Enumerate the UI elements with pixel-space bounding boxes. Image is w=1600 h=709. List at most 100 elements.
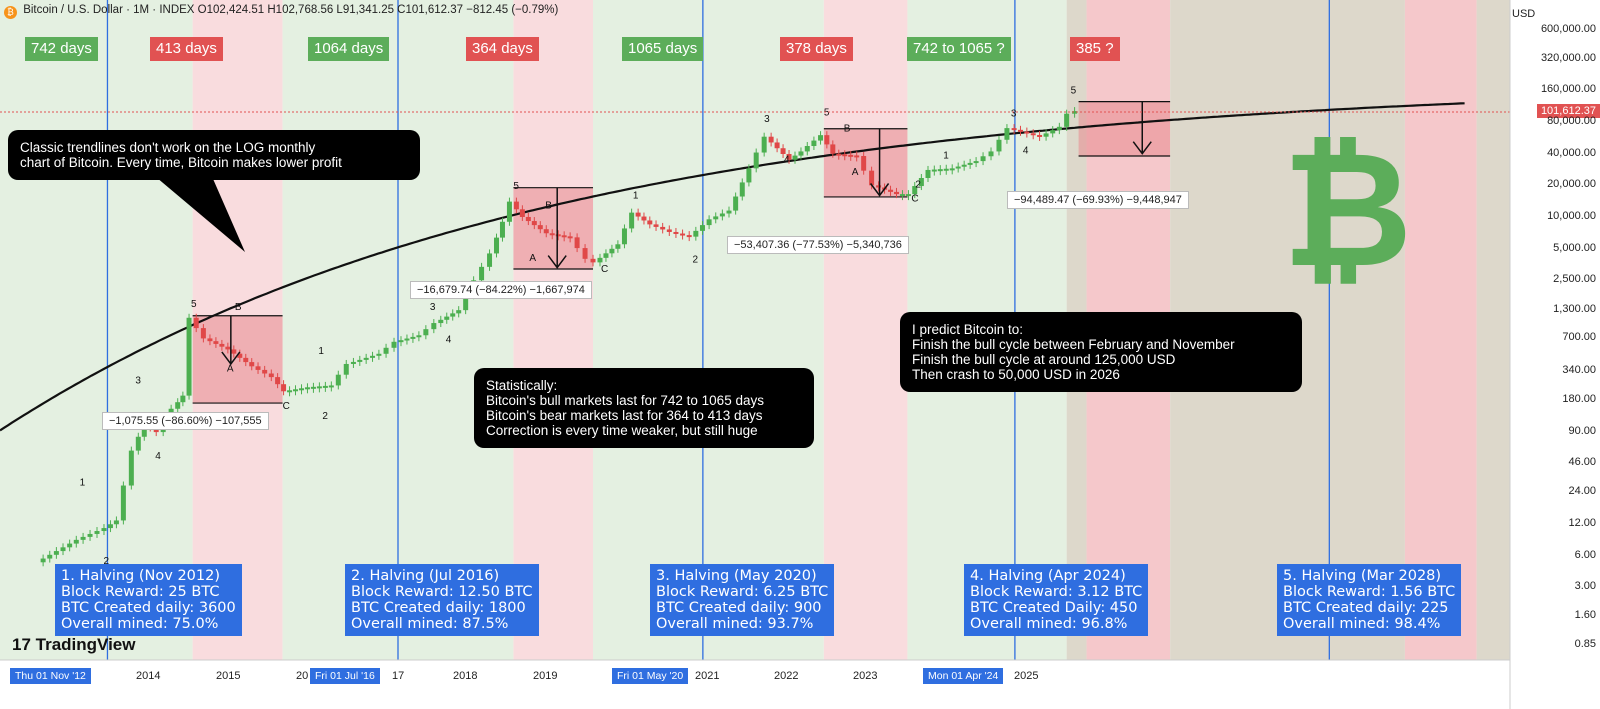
candle-body <box>713 216 719 220</box>
y-axis-background <box>1510 0 1600 709</box>
candle-body <box>410 336 416 339</box>
x-highlight-label: Thu 01 Nov '12 <box>10 668 91 684</box>
candle-body <box>444 316 450 320</box>
wave-label: B <box>235 302 242 313</box>
symbol-text[interactable]: Bitcoin / U.S. Dollar · 1M · INDEX <box>23 4 195 16</box>
candle-body <box>107 524 113 529</box>
candle-body <box>753 152 759 169</box>
y-tick-label: 24.00 <box>1568 485 1596 498</box>
candle-body <box>101 528 107 532</box>
cycle-duration-label: 742 to 1065 ? <box>907 37 1011 61</box>
y-tick-label: 700.00 <box>1562 331 1596 344</box>
x-tick-label: 17 <box>392 670 405 682</box>
candle-body <box>310 386 316 389</box>
candle-body <box>113 520 119 525</box>
y-tick-label: 40,000.00 <box>1547 146 1596 159</box>
halving-title: 3. Halving (May 2020) <box>656 568 817 584</box>
halving-mined: Overall mined: 96.8% <box>970 616 1128 632</box>
wave-label: C <box>283 401 290 412</box>
symbol-header: ₿ Bitcoin / U.S. Dollar · 1M · INDEX O10… <box>4 4 558 19</box>
candle-body <box>590 258 596 263</box>
cycle-band <box>0 0 193 660</box>
candle-body <box>780 148 786 154</box>
callout-line: Finish the bull cycle at around 125,000 … <box>912 352 1176 367</box>
y-tick-label: 6.00 <box>1574 548 1596 561</box>
y-tick-label: 46.00 <box>1568 455 1596 468</box>
drop-arrow-head <box>1132 141 1152 155</box>
candle-body <box>1030 133 1036 136</box>
x-tick-label: 2022 <box>774 670 799 682</box>
correction-box <box>192 315 283 404</box>
halving-title: 2. Halving (Jul 2016) <box>351 568 500 584</box>
wave-label: 1 <box>943 150 949 161</box>
candle-body <box>582 248 588 259</box>
candle-body <box>304 387 310 390</box>
candle-body <box>905 194 911 197</box>
ohlc-text: O102,424.51 H102,768.56 L91,341.25 C101,… <box>197 4 559 16</box>
arrows <box>221 101 1152 366</box>
candle-body <box>699 225 705 231</box>
halving-reward: Block Reward: 6.25 BTC <box>656 584 829 600</box>
candle-body <box>980 156 986 162</box>
candle-body <box>739 182 745 197</box>
halving-box-3: 3. Halving (May 2020) Block Reward: 6.25… <box>650 564 835 636</box>
candle-body <box>931 169 937 172</box>
tradingview-logo[interactable]: 17 TradingView <box>12 635 135 655</box>
candle-body <box>213 341 219 344</box>
candle-body <box>237 353 243 358</box>
candle-body <box>1017 129 1023 132</box>
candle-body <box>955 166 961 169</box>
candle-body <box>792 155 798 160</box>
callout-line: Statistically: <box>486 378 558 393</box>
candle-body <box>479 266 485 281</box>
correction-box <box>513 187 594 270</box>
log-trend-curve <box>0 102 1465 432</box>
wave-label: 5 <box>513 181 519 192</box>
candle-body <box>87 533 93 537</box>
candle-body <box>854 155 860 158</box>
x-highlight-label: Mon 01 Apr '24 <box>923 668 1004 684</box>
candle-body <box>988 151 994 157</box>
candle-body <box>249 362 255 367</box>
trendline-callout: Classic trendlines don't work on the LOG… <box>8 130 420 180</box>
brand-text: TradingView <box>35 635 136 654</box>
wave-label: A <box>852 167 859 178</box>
candle-body <box>861 156 867 171</box>
measure-label-1: −1,075.55 (−86.60%) −107,555 <box>102 412 269 430</box>
candle-body <box>398 340 404 343</box>
y-tick-label: 5,000.00 <box>1553 241 1596 254</box>
correction-box <box>1078 101 1171 157</box>
candle-body <box>53 551 59 555</box>
halving-title: 4. Halving (Apr 2024) <box>970 568 1126 584</box>
halving-daily: BTC Created daily: 225 <box>1283 600 1449 616</box>
callout-line: Then crash to 50,000 USD in 2026 <box>912 367 1120 382</box>
currency-label[interactable]: USD <box>1512 8 1536 20</box>
candle-body <box>1072 111 1078 114</box>
candle-body <box>561 235 567 238</box>
wave-label: 2 <box>915 180 921 191</box>
candle-body <box>680 233 686 236</box>
candle-body <box>193 317 199 329</box>
bitcoin-logo-icon: ₿ <box>1282 116 1413 303</box>
candle-body <box>893 191 899 195</box>
candle-body <box>335 374 341 386</box>
wave-label: 3 <box>430 302 436 313</box>
candle-body <box>494 237 500 254</box>
x-tick-label: 2023 <box>853 670 878 682</box>
cycle-duration-label: 413 days <box>150 37 223 61</box>
halving-daily: BTC Created daily: 1800 <box>351 600 526 616</box>
candle-body <box>647 220 653 225</box>
candle-body <box>1024 131 1030 134</box>
halving-mined: Overall mined: 98.4% <box>1283 616 1441 632</box>
candle-body <box>706 219 712 226</box>
cycle-duration-label: 364 days <box>466 37 539 61</box>
callout-line: Correction is every time weaker, but sti… <box>486 423 758 438</box>
candle-body <box>653 224 659 227</box>
halving-daily: BTC Created daily: 3600 <box>61 600 236 616</box>
candle-body <box>811 140 817 147</box>
candle-body <box>818 135 824 141</box>
y-tick-label: 3.00 <box>1574 580 1596 593</box>
candle-body <box>567 236 573 239</box>
candle-body <box>666 229 672 232</box>
